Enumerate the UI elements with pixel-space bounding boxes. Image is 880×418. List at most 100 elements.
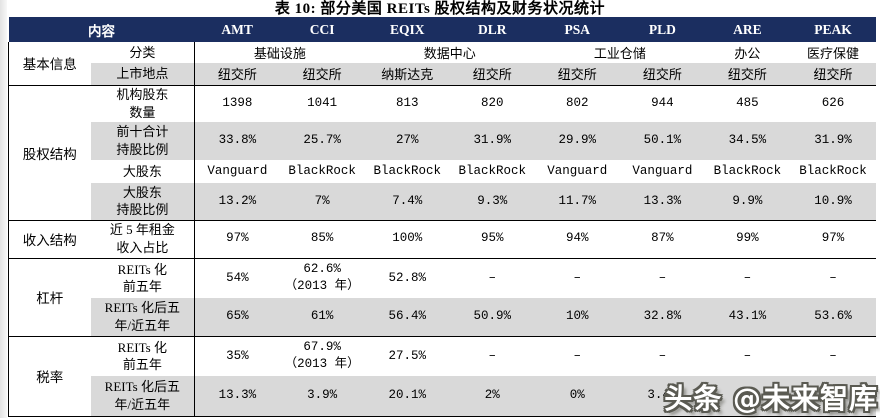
cell-listing-pld: 纽交所 bbox=[619, 63, 705, 86]
cell-majorpct-pld: 13.3% bbox=[619, 183, 705, 221]
cell-top10-are: 34.5% bbox=[704, 122, 790, 160]
row-label-tax-pre: REITs 化 前五年 bbox=[117, 339, 167, 373]
row-label-institutional-holders: 机构股东 数量 bbox=[116, 87, 169, 120]
group-tax-rate: 税率 bbox=[7, 336, 91, 417]
row-category: 基本信息 分类 基础设施 数据中心 工业仓储 办公 医疗保健 bbox=[7, 42, 877, 86]
cell-taxpost-peak-obscured bbox=[789, 376, 876, 417]
cell-rent-pld: 87% bbox=[619, 220, 705, 259]
cell-majorpct-dlr: 9.3% bbox=[449, 183, 535, 221]
cell-rent-psa: 94% bbox=[534, 220, 620, 259]
row-top10-ratio: 前十合计 持股比例 33.8% 25.7% 27% 31.9% 29.9% 50… bbox=[9, 122, 876, 160]
cell-category-office: 办公 bbox=[734, 46, 761, 61]
row-leverage-post: REITs 化后五 年/近五年 65% 61% 56.4% 50.9% 10% … bbox=[9, 298, 876, 337]
cell-listing-eqix: 纳斯达克 bbox=[364, 63, 450, 86]
cell-taxpost-cci: 3.9% bbox=[279, 376, 365, 417]
cell-levpost-eqix: 56.4% bbox=[364, 298, 450, 337]
company-header-psa: PSA bbox=[534, 17, 620, 42]
cell-rent-dlr: 95% bbox=[449, 220, 535, 259]
cell-majorpct-cci: 7% bbox=[279, 183, 365, 221]
group-equity-structure: 股权结构 bbox=[7, 85, 91, 221]
cell-majorpct-are: 9.9% bbox=[704, 183, 790, 221]
reits-table: 内容 AMT CCI EQIX DLR PSA PLD ARE PEAK 基本信… bbox=[7, 17, 877, 417]
cell-inst-amt: 1398 bbox=[194, 85, 280, 122]
cell-levpre-pld: – bbox=[658, 270, 667, 285]
row-label-top10-ratio: 前十合计 持股比例 bbox=[90, 122, 195, 160]
row-label-category: 分类 bbox=[129, 44, 156, 60]
cell-levpre-amt: 54% bbox=[194, 258, 280, 298]
row-rent-income: 收入结构 近 5 年租金 收入占比 97% 85% 100% 95% 94% 8… bbox=[7, 220, 876, 259]
row-tax-pre: 税率 REITs 化 前五年 35% 67.9% （2013 年） 27.5% … bbox=[7, 336, 877, 417]
cell-listing-peak: 纽交所 bbox=[789, 63, 876, 86]
header-content: 内容 bbox=[8, 17, 195, 42]
company-header-are: ARE bbox=[704, 17, 790, 42]
cell-taxpre-are: – bbox=[743, 348, 752, 363]
cell-taxpost-are-obscured bbox=[704, 376, 790, 417]
cell-taxpre-amt: 35% bbox=[194, 336, 280, 376]
cell-taxpost-pld: 3.4% bbox=[619, 376, 705, 417]
cell-top10-psa: 29.9% bbox=[534, 122, 620, 160]
cell-major-eqix: BlackRock bbox=[373, 163, 441, 178]
cell-inst-psa: 802 bbox=[566, 96, 589, 110]
row-label-rent-income: 近 5 年租金 收入占比 bbox=[90, 220, 195, 259]
cell-taxpre-peak: – bbox=[829, 348, 837, 363]
cell-top10-cci: 25.7% bbox=[279, 122, 365, 160]
row-tax-post: REITs 化后五 年/近五年 13.3% 3.9% 20.1% 2% 0% 3… bbox=[9, 376, 876, 417]
cell-listing-cci: 纽交所 bbox=[279, 63, 365, 86]
cell-rent-cci: 85% bbox=[279, 220, 365, 259]
cell-levpost-cci: 61% bbox=[279, 298, 365, 337]
row-label-leverage-post: REITs 化后五 年/近五年 bbox=[90, 298, 195, 337]
cell-taxpost-eqix: 20.1% bbox=[364, 376, 450, 417]
row-major-holder: 大股东 Vanguard BlackRock BlackRock BlackRo… bbox=[9, 160, 877, 183]
cell-taxpost-psa: 0% bbox=[534, 376, 620, 417]
cell-majorpct-peak: 10.9% bbox=[789, 183, 876, 221]
cell-inst-eqix: 813 bbox=[395, 96, 419, 110]
cell-levpost-peak: 53.6% bbox=[789, 298, 876, 337]
cell-listing-amt: 纽交所 bbox=[194, 63, 280, 86]
cell-rent-are: 99% bbox=[704, 220, 790, 259]
cell-rent-peak: 97% bbox=[789, 220, 876, 259]
page-edge bbox=[0, 0, 7, 418]
cell-major-psa: Vanguard bbox=[547, 163, 608, 178]
cell-majorpct-amt: 13.2% bbox=[194, 183, 280, 221]
group-income-structure: 收入结构 bbox=[7, 220, 91, 259]
cell-levpre-eqix: 52.8% bbox=[388, 270, 426, 285]
cell-category-infrastructure: 基础设施 bbox=[194, 42, 365, 63]
cell-top10-dlr: 31.9% bbox=[449, 122, 535, 160]
cell-category-datacenter: 数据中心 bbox=[423, 46, 476, 61]
cell-levpost-amt: 65% bbox=[194, 298, 280, 337]
company-header-amt: AMT bbox=[194, 17, 280, 42]
company-header-pld: PLD bbox=[619, 17, 705, 42]
cell-listing-are: 纽交所 bbox=[704, 63, 790, 86]
cell-rent-eqix: 100% bbox=[364, 220, 450, 259]
cell-category-healthcare: 医疗保健 bbox=[806, 46, 859, 61]
watermark: 头条 @未来智库 bbox=[664, 382, 878, 415]
cell-inst-are: 485 bbox=[736, 96, 759, 110]
cell-top10-peak: 31.9% bbox=[789, 122, 876, 160]
cell-major-peak: BlackRock bbox=[799, 163, 867, 178]
cell-levpost-are: 43.1% bbox=[704, 298, 790, 337]
cell-taxpre-cci: 67.9% （2013 年） bbox=[284, 339, 360, 372]
cell-taxpre-pld: – bbox=[658, 348, 667, 363]
company-header-eqix: EQIX bbox=[364, 17, 450, 42]
cell-inst-dlr: 820 bbox=[481, 96, 504, 110]
cell-major-dlr: BlackRock bbox=[458, 163, 527, 178]
row-listing: 上市地点 纽交所 纽交所 纳斯达克 纽交所 纽交所 纽交所 纽交所 纽交所 bbox=[9, 63, 876, 86]
cell-taxpre-psa: – bbox=[573, 348, 582, 363]
cell-category-industrial: 工业仓储 bbox=[593, 46, 646, 61]
cell-major-cci: BlackRock bbox=[288, 163, 356, 178]
row-label-major-ratio: 大股东 持股比例 bbox=[90, 183, 195, 221]
cell-levpre-cci: 62.6% （2013 年） bbox=[284, 261, 360, 294]
cell-levpre-are: – bbox=[743, 270, 752, 285]
cell-levpre-psa: – bbox=[573, 270, 582, 285]
cell-top10-amt: 33.8% bbox=[194, 122, 280, 160]
cell-levpost-psa: 10% bbox=[534, 298, 620, 337]
group-leverage: 杠杆 bbox=[7, 258, 91, 337]
row-label-listing: 上市地点 bbox=[90, 63, 195, 86]
row-label-tax-post: REITs 化后五 年/近五年 bbox=[90, 376, 195, 417]
cell-taxpost-amt: 13.3% bbox=[194, 376, 280, 417]
row-leverage-pre: 杠杆 REITs 化 前五年 54% 62.6% （2013 年） 52.8% … bbox=[7, 258, 877, 337]
cell-major-are: BlackRock bbox=[713, 163, 782, 178]
cell-listing-psa: 纽交所 bbox=[534, 63, 620, 86]
cell-majorpct-psa: 11.7% bbox=[534, 183, 620, 221]
row-label-leverage-pre: REITs 化 前五年 bbox=[117, 261, 167, 295]
